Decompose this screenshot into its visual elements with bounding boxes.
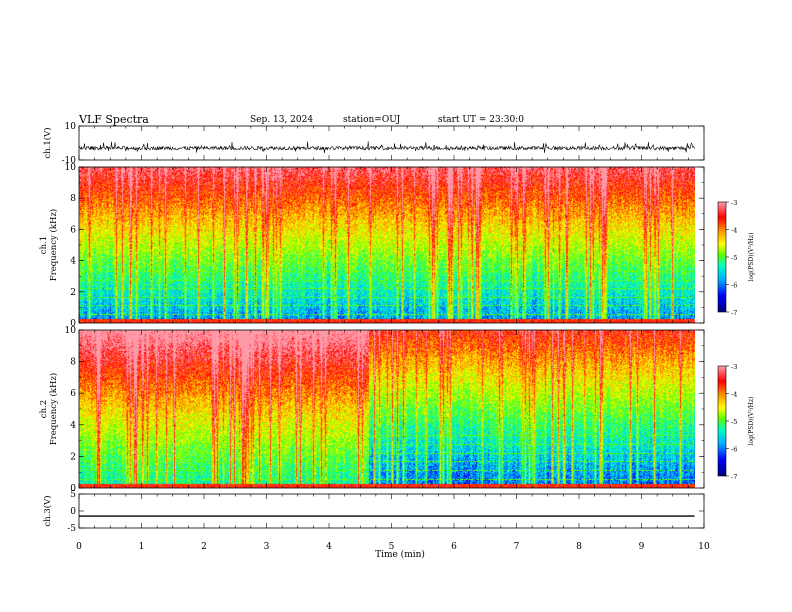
- x-tick-label: 1: [139, 542, 145, 552]
- y-tick-label: 5: [70, 490, 76, 500]
- colorbar-tick-label: -6: [731, 446, 737, 454]
- date-label: Sep. 13, 2024: [250, 115, 314, 125]
- colorbar-tick-label: -3: [731, 199, 737, 207]
- x-tick-label: 6: [451, 542, 457, 552]
- chart-title: VLF Spectra: [79, 113, 149, 126]
- y-tick-label: 4: [70, 421, 76, 431]
- x-tick-label: 5: [389, 542, 395, 552]
- y-tick-label: 2: [70, 288, 76, 298]
- y-tick-label: -5: [67, 524, 76, 534]
- y-axis-label-3: Frequency (kHz): [48, 373, 59, 445]
- colorbar-label: log(PSD)(V²/Hz): [748, 233, 755, 282]
- y-axis-label-1: ch.1(V): [42, 127, 53, 158]
- y-tick-label: 8: [70, 358, 76, 368]
- colorbar-tick-label: -5: [731, 254, 737, 262]
- colorbar-tick-label: -7: [731, 473, 737, 481]
- y-tick-label: 0: [70, 484, 76, 494]
- x-tick-label: 10: [698, 542, 710, 552]
- y-axis-label-2: ch.1: [39, 236, 49, 254]
- x-tick-label: 3: [264, 542, 270, 552]
- colorbar-tick-label: -4: [731, 227, 737, 235]
- y-tick-label: 4: [70, 257, 76, 267]
- y-tick-label: 10: [65, 163, 77, 173]
- y-tick-label: 6: [70, 389, 76, 399]
- y-tick-label: 2: [70, 452, 76, 462]
- spectrogram-image-ch1: [79, 167, 695, 323]
- colorbar-tick-label: -5: [731, 418, 737, 426]
- x-tick-label: 8: [576, 542, 582, 552]
- panel-frame-4: [78, 493, 705, 529]
- x-tick-label: 2: [201, 542, 207, 552]
- spectrogram-image-ch2: [79, 330, 695, 488]
- x-tick-label: 4: [326, 542, 332, 552]
- y-axis-label-4: ch.3(V): [42, 495, 53, 526]
- y-axis-label-3: ch.2: [39, 400, 49, 418]
- y-tick-label: 0: [70, 319, 76, 329]
- colorbar-ch2: [717, 365, 727, 477]
- y-tick-label: 10: [65, 326, 77, 336]
- y-axis-label-2: Frequency (kHz): [48, 209, 59, 281]
- colorbar-tick-label: -7: [731, 309, 737, 317]
- y-tick-label: 8: [70, 194, 76, 204]
- x-tick-label: 0: [76, 542, 82, 552]
- ch1-waveform-line: [79, 141, 695, 153]
- colorbar-tick-label: -3: [731, 363, 737, 371]
- x-axis-label: Time (min): [375, 549, 425, 560]
- x-tick-label: 9: [639, 542, 645, 552]
- colorbar-tick-label: -6: [731, 282, 737, 290]
- station-label: station=OUJ: [343, 115, 401, 125]
- panel-frame-1: [78, 125, 705, 161]
- colorbar-tick-label: -4: [731, 391, 737, 399]
- y-tick-label: 0: [70, 507, 76, 517]
- x-tick-label: 7: [514, 542, 520, 552]
- colorbar-label: log(PSD)(V²/Hz): [748, 397, 755, 446]
- start-time-label: start UT = 23:30:0: [438, 115, 524, 125]
- y-tick-label: 6: [70, 225, 76, 235]
- y-tick-label: 10: [65, 122, 77, 132]
- colorbar-ch1: [717, 201, 727, 313]
- y-tick-label: -10: [62, 156, 77, 166]
